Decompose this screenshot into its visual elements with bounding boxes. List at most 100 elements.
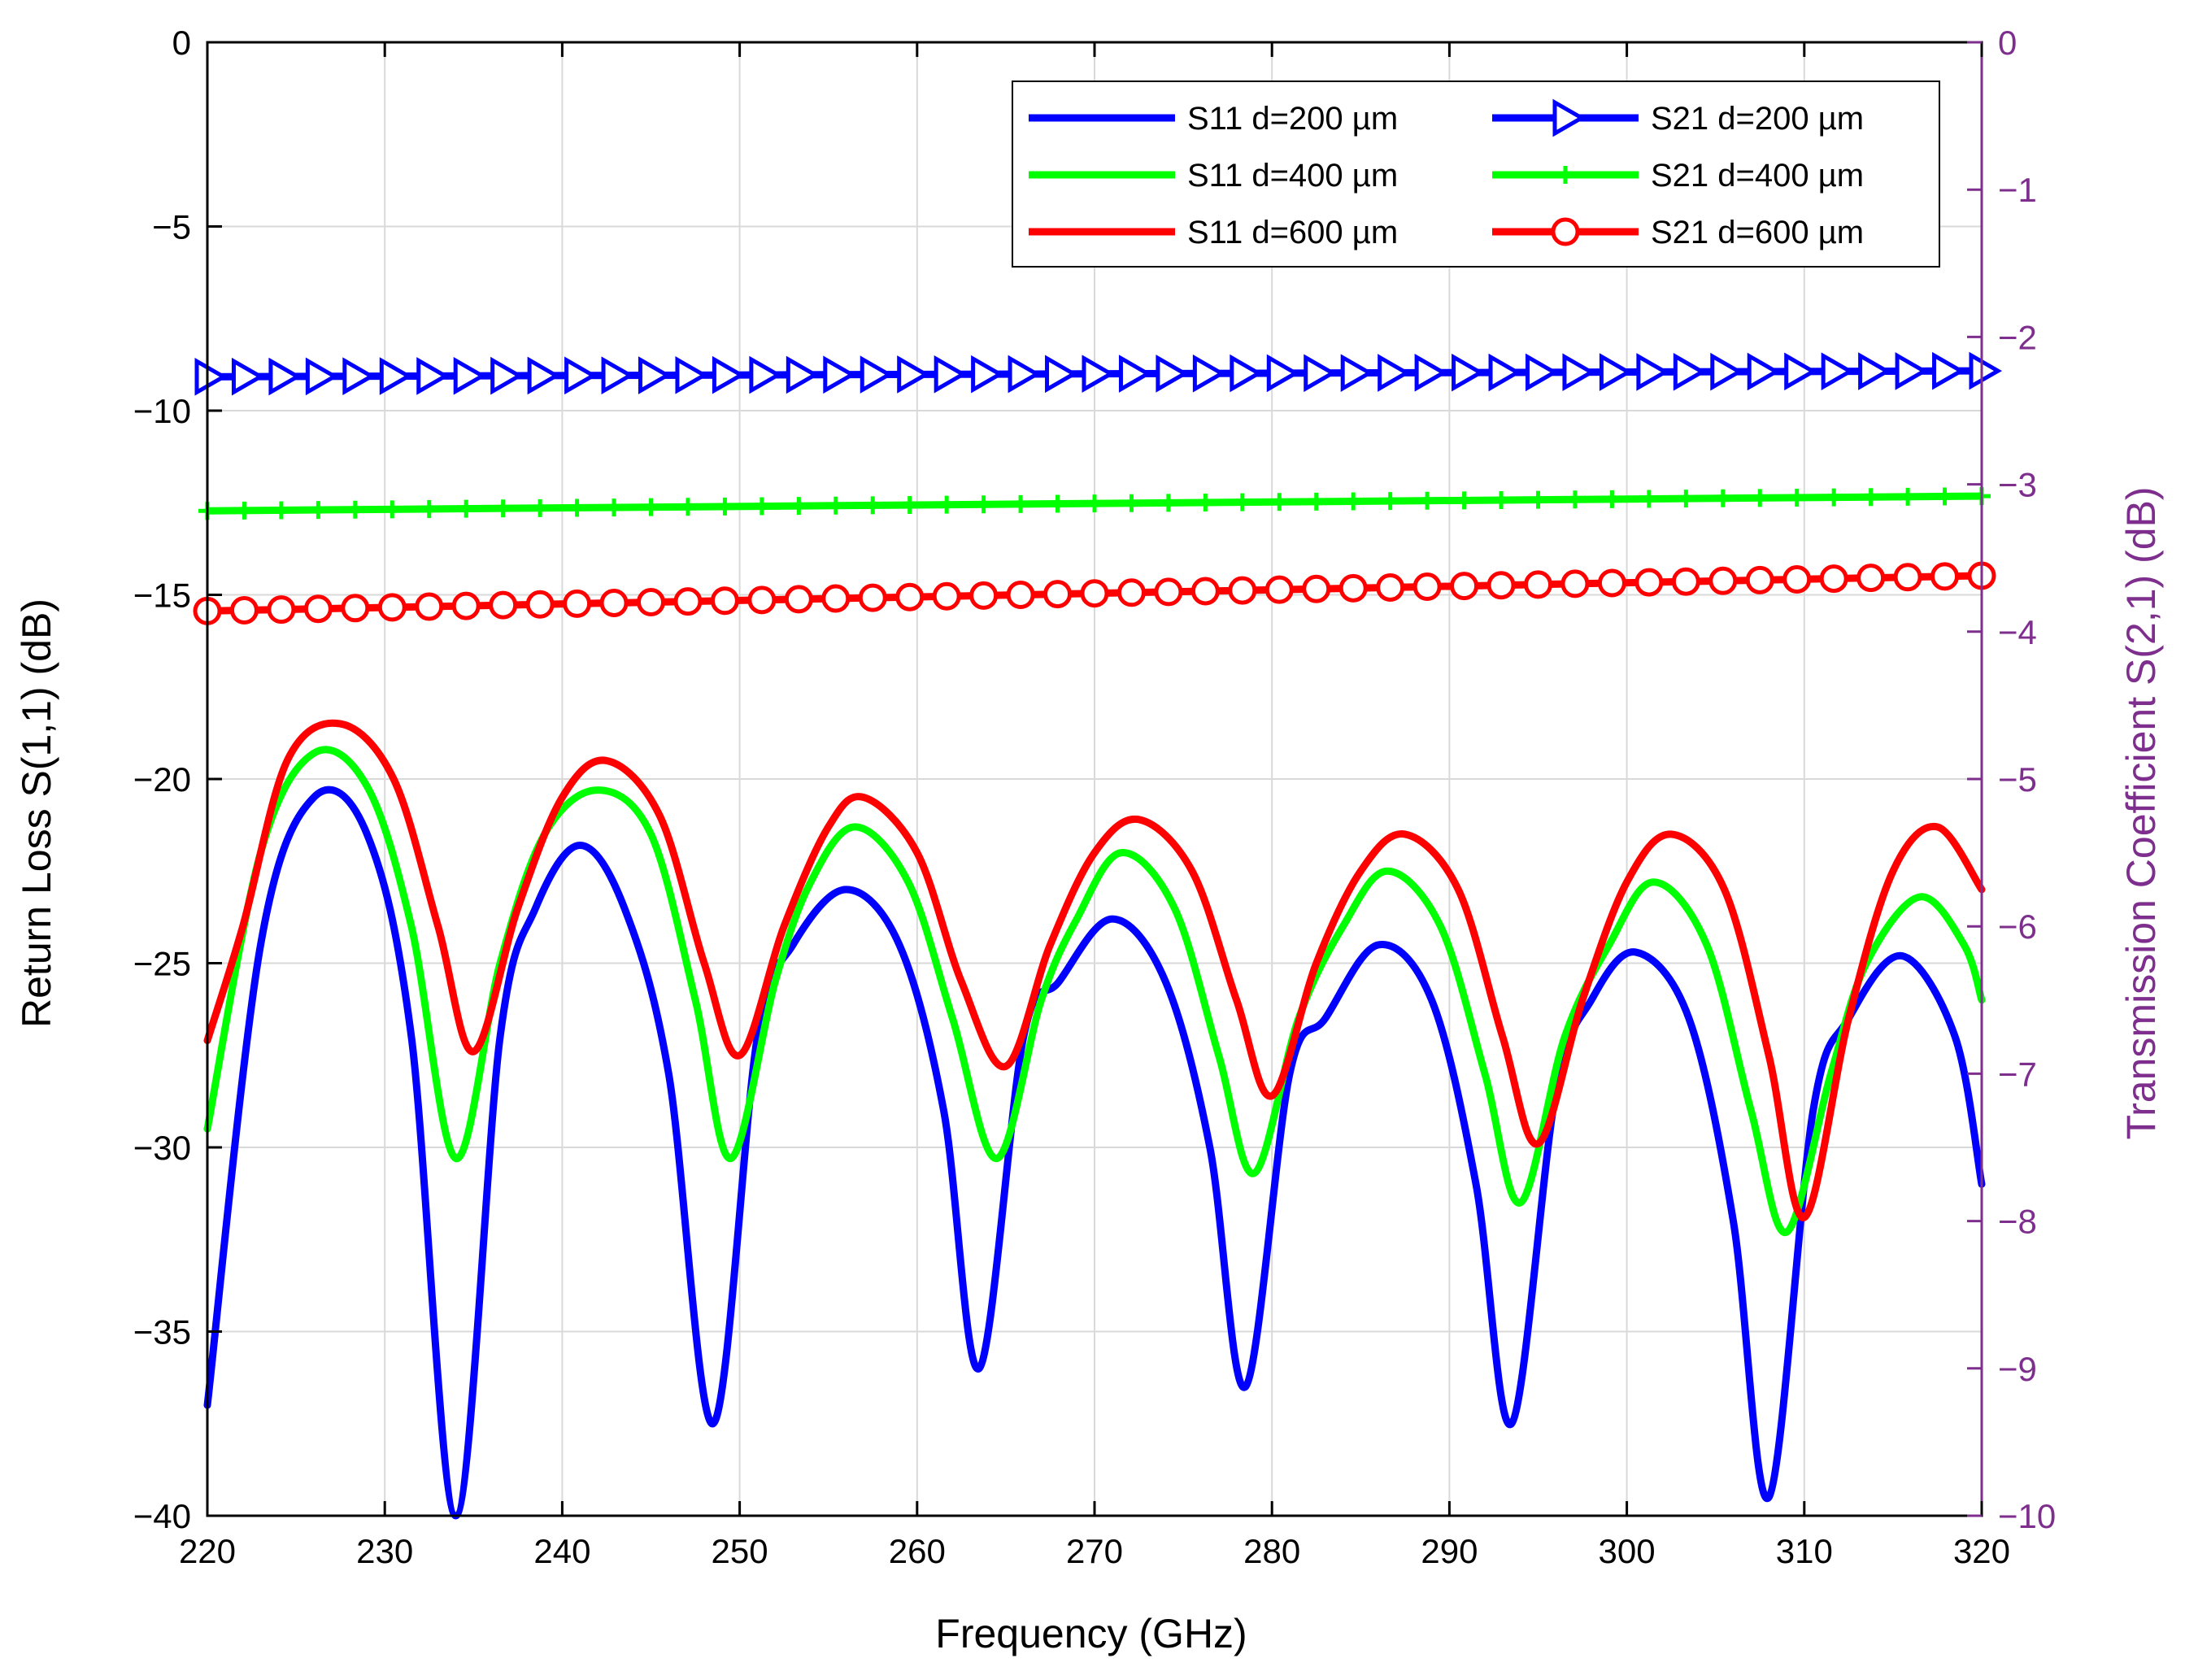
series-marker-s21-d-200-m (1414, 354, 1448, 392)
series-marker-s21-d-400-m (1012, 494, 1030, 513)
series-marker-s21-d-400-m (1935, 487, 1954, 506)
series-marker-s21-d-400-m (864, 496, 882, 515)
series-marker-s21-d-200-m (1340, 354, 1374, 392)
series-marker-s21-d-400-m (900, 496, 919, 515)
series-marker-s21-d-200-m (934, 355, 968, 394)
series-4 (194, 351, 2003, 396)
series-3 (203, 719, 1986, 1221)
legend-marker (1552, 98, 1587, 137)
legend-label: S21 d=600 µm (1651, 215, 1864, 250)
series-marker-s21-d-200-m (860, 355, 894, 394)
series-marker-s21-d-200-m (1156, 355, 1189, 393)
series-marker-s21-d-600-m (303, 594, 333, 624)
y-tick-label-right: −5 (1998, 760, 2037, 799)
series-marker-s21-d-200-m (1378, 354, 1411, 392)
y-axis-label-right: Transmission Coefficient S(2,1) (dB) (2118, 486, 2164, 1139)
series-marker-s21-d-200-m (231, 357, 265, 396)
series-marker-s21-d-200-m (1858, 352, 1891, 390)
series-marker-s21-d-400-m (1307, 492, 1325, 511)
series-marker-s21-d-600-m (377, 593, 407, 622)
series-marker-s21-d-200-m (1821, 352, 1855, 391)
series-marker-s21-d-400-m (1899, 487, 1917, 506)
series-marker-s21-d-200-m (416, 357, 450, 395)
series-marker-s21-d-600-m (1597, 568, 1626, 598)
series-marker-s21-d-600-m (1043, 580, 1073, 609)
y-tick-label-left: 0 (172, 24, 191, 62)
series-marker-s21-d-200-m (490, 356, 524, 395)
series-marker-s21-d-400-m (383, 500, 402, 519)
series-marker-s21-d-600-m (895, 582, 925, 612)
series-marker-s21-d-400-m (1159, 494, 1177, 512)
series-marker-s21-d-600-m (341, 594, 370, 623)
series-marker-s21-d-400-m (1861, 488, 1880, 507)
x-tick-label: 240 (533, 1532, 590, 1570)
x-tick-label: 230 (356, 1532, 413, 1570)
y-tick-label-left: −10 (133, 392, 191, 430)
series-6 (193, 561, 1996, 625)
series-marker-s21-d-200-m (194, 357, 229, 396)
series-layer (193, 351, 2003, 1520)
series-marker-s21-d-600-m (1671, 567, 1700, 596)
series-marker-s21-d-600-m (1190, 577, 1220, 606)
series-marker-s21-d-200-m (1118, 355, 1152, 393)
series-marker-s21-d-400-m (1677, 490, 1695, 508)
series-marker-s21-d-200-m (1082, 355, 1116, 394)
series-marker-s21-d-200-m (342, 357, 376, 396)
x-tick-label: 250 (712, 1532, 768, 1570)
y-tick-label-right: −3 (1998, 466, 2037, 504)
series-marker-s21-d-200-m (1932, 351, 1965, 390)
series-marker-s21-d-600-m (525, 590, 555, 619)
series-marker-s21-d-400-m (457, 499, 476, 518)
series-marker-s21-d-600-m (637, 588, 665, 617)
series-marker-s21-d-200-m (1636, 353, 1669, 391)
series-marker-s21-d-400-m (1455, 491, 1473, 510)
series-marker-s21-d-600-m (1893, 563, 1922, 592)
legend: S11 d=200 µm S11 d=400 µm S11 d=600 µm S21 … (1012, 81, 1940, 268)
y-tick-label-left: −30 (133, 1129, 191, 1167)
series-5 (198, 487, 1991, 520)
series-marker-s21-d-600-m (1302, 574, 1331, 603)
series-marker-s21-d-600-m (267, 595, 296, 625)
legend-marker (1556, 166, 1574, 184)
series-marker-s21-d-600-m (1080, 579, 1109, 608)
legend-item: S11 d=600 µm (1029, 215, 1398, 250)
x-tick-label: 220 (179, 1532, 236, 1570)
series-marker-s21-d-200-m (1784, 352, 1817, 391)
x-tick-label: 320 (1953, 1532, 2010, 1570)
legend-item: S11 d=200 µm (1029, 101, 1398, 137)
series-marker-s21-d-600-m (1930, 562, 1960, 591)
series-marker-s21-d-400-m (420, 499, 438, 518)
series-marker-s21-d-200-m (305, 357, 339, 396)
y-tick-label-left: −5 (152, 208, 191, 246)
series-marker-s21-d-600-m (1819, 564, 1848, 594)
x-tick-label: 310 (1776, 1532, 1833, 1570)
series-marker-s21-d-600-m (563, 589, 592, 618)
legend-label: S11 d=400 µm (1187, 158, 1398, 194)
series-marker-s21-d-200-m (1192, 354, 1226, 393)
series-marker-s21-d-400-m (1565, 490, 1584, 509)
series-marker-s21-d-600-m (1228, 576, 1257, 605)
series-marker-s21-d-400-m (1122, 494, 1141, 512)
legend-item: S21 d=400 µm (1492, 158, 1864, 194)
series-marker-s21-d-600-m (710, 586, 739, 616)
series-marker-s21-d-600-m (747, 585, 777, 615)
series-marker-s21-d-600-m (1745, 565, 1774, 594)
series-marker-s21-d-200-m (823, 355, 856, 394)
series-marker-s21-d-200-m (1673, 352, 1707, 391)
series-marker-s21-d-400-m (1492, 491, 1511, 510)
series-marker-s21-d-200-m (1562, 353, 1595, 392)
series-marker-s21-d-600-m (1782, 564, 1812, 594)
series-marker-s21-d-400-m (790, 497, 808, 516)
series-marker-s21-d-200-m (1710, 352, 1743, 391)
series-marker-s21-d-200-m (527, 356, 561, 395)
series-marker-s21-d-600-m (1708, 566, 1738, 595)
series-marker-s21-d-600-m (1412, 572, 1442, 602)
y-axis-label-left: Return Loss S(1,1) (dB) (14, 598, 59, 1028)
series-marker-s21-d-400-m (272, 501, 290, 520)
legend-item: S21 d=600 µm (1492, 215, 1864, 250)
series-marker-s21-d-400-m (309, 501, 328, 520)
y-tick-label-left: −40 (133, 1497, 191, 1535)
x-tick-label: 300 (1599, 1532, 1656, 1570)
series-marker-s21-d-600-m (1338, 573, 1368, 603)
